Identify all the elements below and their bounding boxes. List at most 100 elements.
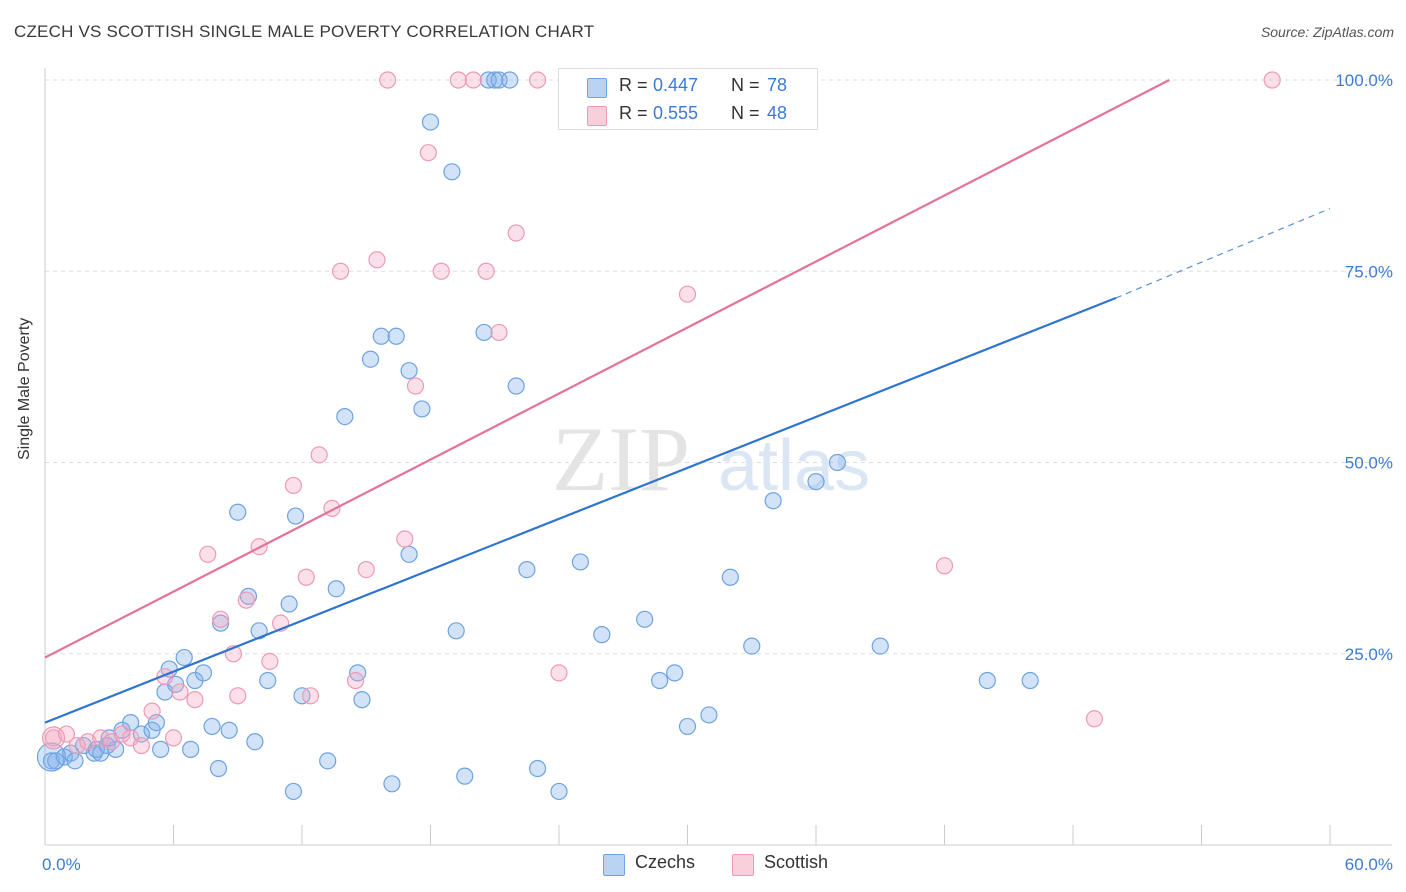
scottish-point: [1085, 710, 1104, 728]
czech-point: [486, 71, 504, 89]
czech-point: [36, 742, 67, 772]
y-axis-label: Single Male Poverty: [16, 317, 33, 460]
scottish-point: [68, 736, 86, 755]
czech-point: [152, 740, 170, 758]
czechs-n-value: 78: [767, 75, 788, 95]
scottish-point: [284, 476, 303, 495]
y-tick-label: 50.0%: [1345, 454, 1393, 473]
y-tick-label: 25.0%: [1345, 645, 1393, 664]
czech-point: [871, 637, 889, 655]
czech-point: [501, 71, 519, 89]
czech-point: [475, 323, 493, 342]
czech-point: [259, 671, 277, 690]
source-label: Source: ZipAtlas.com: [1260, 24, 1394, 40]
scottish-point: [419, 144, 437, 162]
czech-point: [372, 327, 390, 345]
scottish-point: [261, 652, 279, 671]
czechs-trendline: [44, 297, 1117, 724]
axes: [44, 68, 1392, 846]
czech-point: [212, 614, 230, 632]
scottish-point: [310, 446, 328, 464]
scottish-trendline: [44, 79, 1170, 659]
scottish-point: [1263, 71, 1281, 89]
scottish-swatch: [587, 106, 607, 126]
scottish-point: [678, 285, 697, 303]
czech-point: [721, 568, 739, 586]
czechs-legend-label: Czechs: [635, 852, 696, 872]
czech-point: [593, 626, 611, 644]
czech-point: [42, 752, 61, 770]
correlation-legend: R = 0.447 N = 78 R = 0.555 N = 48: [558, 68, 818, 130]
czech-point: [507, 377, 525, 395]
czech-point: [194, 664, 213, 682]
scottish-n-label: N =: [731, 103, 760, 123]
czech-point: [518, 560, 536, 579]
scottish-point: [935, 557, 954, 575]
czech-point: [678, 717, 697, 736]
scottish-point: [164, 729, 183, 747]
tick-labels: 100.0% 75.0% 50.0% 25.0% 0.0% 60.0%: [42, 71, 1393, 874]
scottish-point: [464, 71, 482, 89]
scottish-point: [212, 610, 230, 628]
czech-point: [636, 610, 654, 628]
czech-point: [387, 327, 405, 345]
scottish-point: [171, 683, 189, 701]
scottish-point: [92, 729, 110, 747]
czech-point: [336, 408, 354, 426]
czech-point: [443, 163, 461, 181]
czech-point: [92, 744, 110, 762]
czech-point: [764, 492, 782, 510]
scottish-point: [79, 733, 97, 751]
scottish-point: [41, 726, 66, 750]
czech-point: [220, 721, 238, 739]
czechs-points: [36, 71, 1039, 801]
y-tick-label: 100.0%: [1335, 71, 1393, 90]
czech-point: [550, 782, 568, 801]
czech-point: [361, 350, 380, 368]
czech-point: [203, 717, 221, 736]
watermark-zip: ZIP: [552, 408, 690, 510]
czech-point: [319, 752, 337, 770]
czech-point: [246, 733, 264, 751]
x-tick-label: 60.0%: [1345, 855, 1393, 874]
scottish-point: [507, 224, 525, 242]
scottish-point: [301, 687, 320, 705]
czech-point: [400, 362, 418, 380]
scottish-point: [490, 323, 508, 342]
watermark-atlas: atlas: [718, 426, 870, 506]
czechs-r-value: 0.447: [653, 75, 699, 95]
scottish-point: [550, 664, 568, 682]
czech-point: [400, 545, 418, 563]
scottish-point: [113, 725, 131, 743]
chart-title: CZECH VS SCOTTISH SINGLE MALE POVERTY CO…: [14, 22, 595, 41]
czech-point: [700, 706, 718, 724]
czech-point: [209, 759, 228, 778]
scottish-legend-label: Scottish: [764, 852, 829, 872]
scottish-point: [44, 729, 63, 747]
scottish-point: [331, 262, 350, 280]
legend-row-czechs: R = 0.447 N = 78: [559, 75, 817, 99]
czech-point: [175, 648, 193, 667]
scottish-point: [229, 687, 247, 705]
scottish-point: [368, 251, 386, 269]
czech-point: [229, 503, 247, 521]
czech-point: [280, 595, 298, 613]
scottish-point: [357, 560, 375, 579]
czech-point: [828, 453, 847, 472]
watermark: ZIP atlas: [552, 408, 870, 510]
czech-point: [666, 664, 684, 682]
y-tick-label: 75.0%: [1345, 262, 1393, 281]
scottish-point: [199, 545, 217, 563]
scottish-r-label: R =: [619, 103, 648, 123]
scottish-point: [132, 736, 150, 755]
scottish-point: [477, 262, 495, 280]
czechs-n-label: N =: [731, 75, 760, 95]
scottish-point: [346, 671, 365, 690]
czech-point: [651, 671, 669, 690]
czechs-r-label: R =: [619, 75, 648, 95]
czech-point: [421, 113, 440, 131]
scottish-point: [432, 262, 450, 280]
czech-point: [284, 782, 303, 801]
scottish-point: [237, 591, 255, 609]
